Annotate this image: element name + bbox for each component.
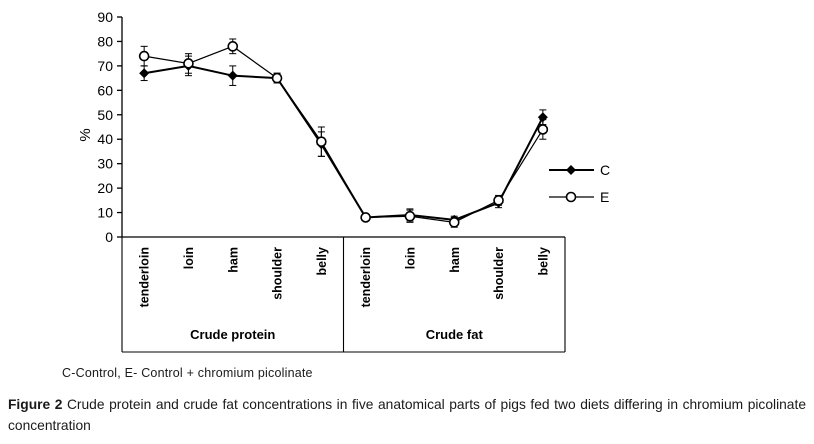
group-label: Crude fat bbox=[426, 327, 484, 342]
figure-caption-text: Crude protein and crude fat concentratio… bbox=[8, 397, 806, 433]
legend-note: C-Control, E- Control + chromium picolin… bbox=[62, 366, 313, 380]
svg-text:50: 50 bbox=[97, 107, 113, 123]
error-bars-C bbox=[140, 55, 547, 225]
svg-text:belly: belly bbox=[536, 247, 550, 276]
figure-caption-label: Figure 2 bbox=[8, 397, 63, 412]
svg-text:ham: ham bbox=[448, 247, 462, 273]
svg-text:30: 30 bbox=[97, 156, 113, 172]
y-axis: 0 10 20 30 40 50 60 70 80 90 bbox=[97, 9, 122, 245]
plot-area: 0 10 20 30 40 50 60 70 80 90% tenderloin loin ham sho… bbox=[77, 9, 610, 353]
series-line-C bbox=[143, 64, 544, 221]
svg-text:shoulder: shoulder bbox=[271, 247, 285, 300]
markers-C bbox=[139, 60, 548, 225]
series-line-E bbox=[144, 45, 544, 223]
svg-text:ham: ham bbox=[226, 247, 240, 273]
group-label: Crude protein bbox=[190, 327, 275, 342]
svg-text:shoulder: shoulder bbox=[492, 247, 506, 300]
markers-E bbox=[138, 41, 549, 228]
svg-text:20: 20 bbox=[97, 180, 113, 196]
chart-svg: 0 10 20 30 40 50 60 70 80 90% tenderloin loin ham sho… bbox=[77, 9, 610, 353]
svg-text:40: 40 bbox=[97, 131, 113, 147]
svg-text:0: 0 bbox=[105, 229, 113, 245]
svg-text:60: 60 bbox=[97, 82, 113, 98]
legend-label-E: E bbox=[600, 189, 609, 205]
legend: CE bbox=[549, 162, 610, 205]
svg-text:80: 80 bbox=[97, 33, 113, 49]
svg-text:90: 90 bbox=[97, 9, 113, 25]
category-labels: tenderloin loin ham shoulder belly tenderloin… bbox=[138, 247, 551, 308]
legend-label-C: C bbox=[600, 162, 610, 178]
svg-text:10: 10 bbox=[97, 205, 113, 221]
category-box bbox=[121, 237, 566, 353]
svg-text:tenderloin: tenderloin bbox=[359, 247, 373, 307]
error-bars-E bbox=[140, 38, 547, 228]
svg-text:belly: belly bbox=[315, 247, 329, 276]
svg-text:loin: loin bbox=[182, 247, 196, 269]
figure-caption: Figure 2 Crude protein and crude fat con… bbox=[8, 394, 806, 436]
svg-text:loin: loin bbox=[403, 247, 417, 269]
svg-text:tenderloin: tenderloin bbox=[138, 247, 152, 307]
svg-text:70: 70 bbox=[97, 58, 113, 74]
y-axis-title: % bbox=[77, 128, 94, 141]
